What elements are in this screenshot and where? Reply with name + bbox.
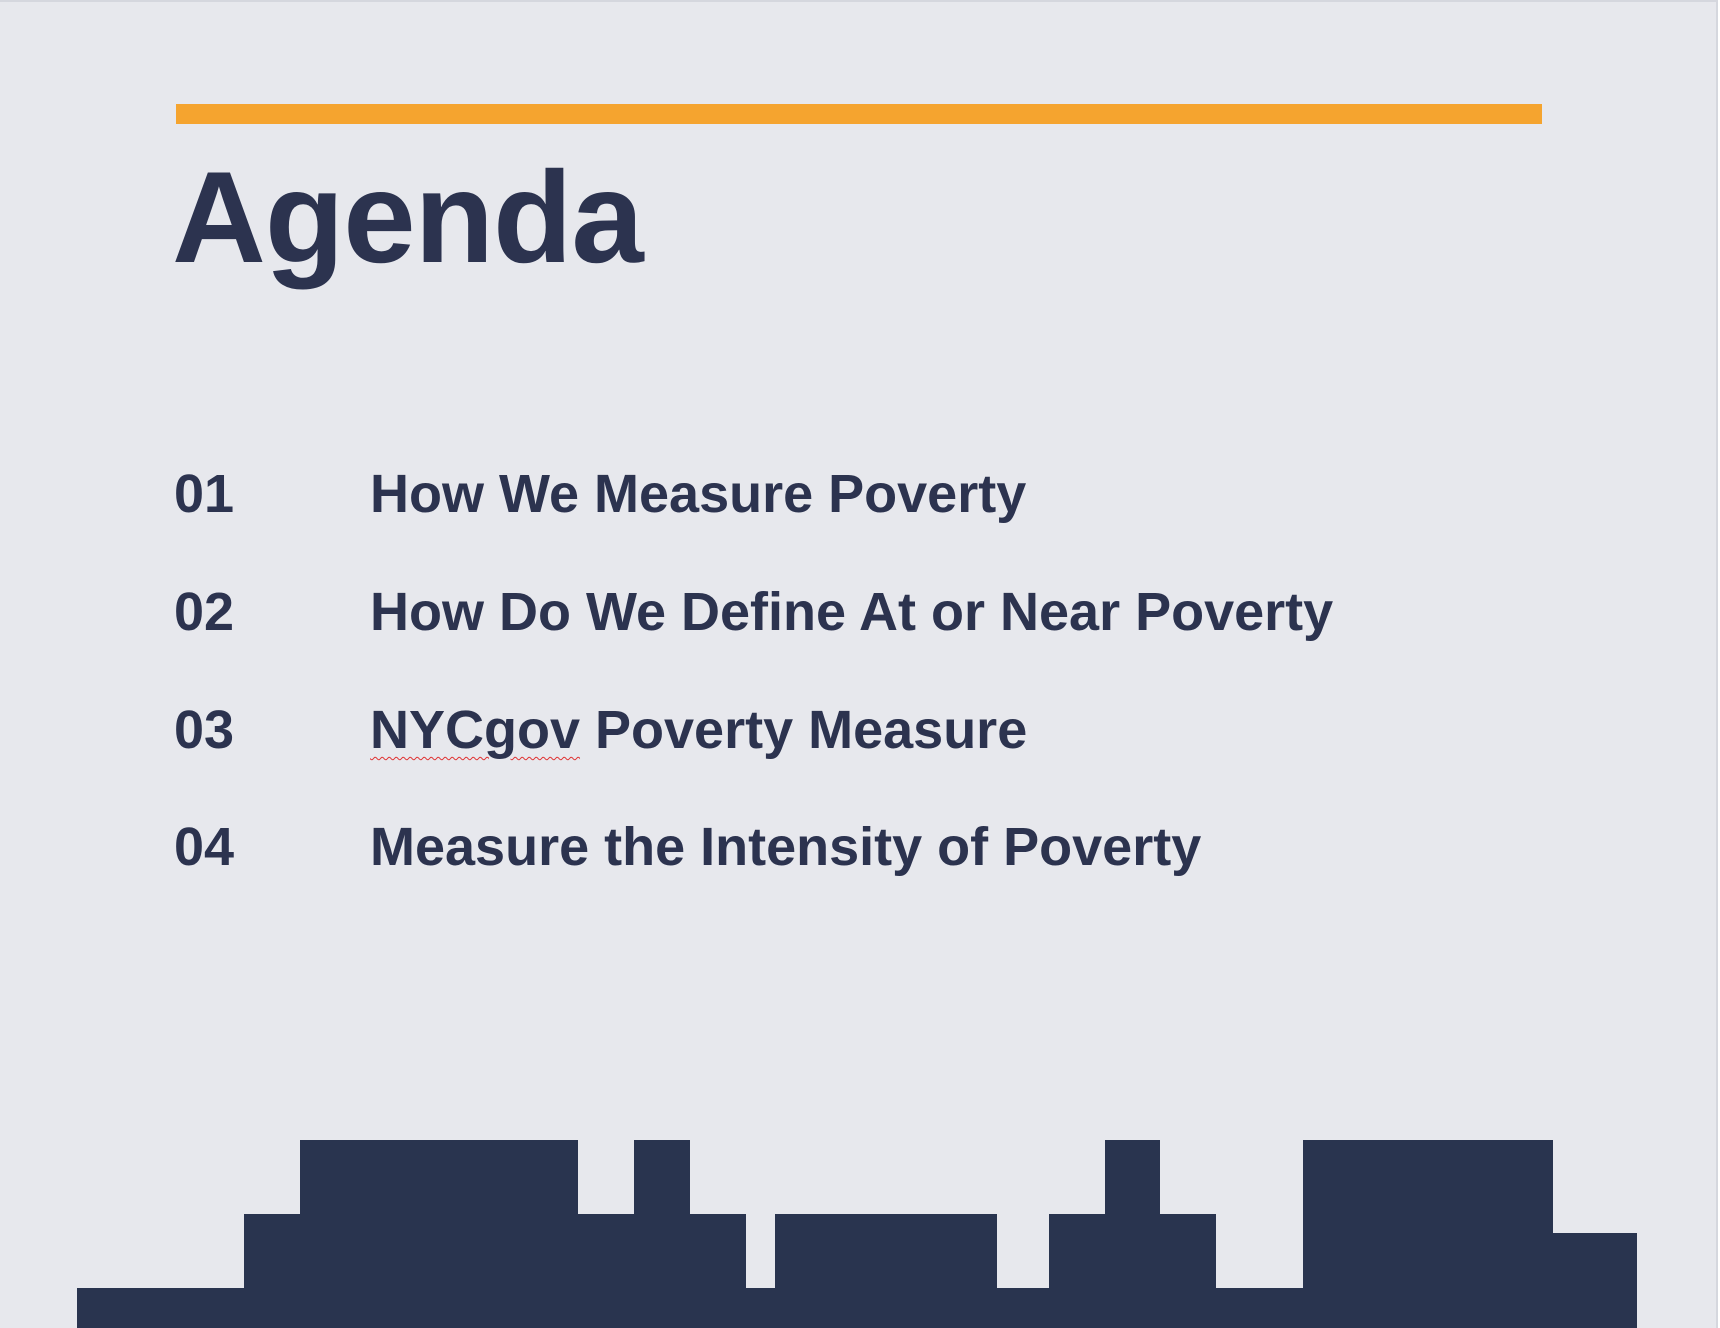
agenda-item-04: 04 Measure the Intensity of Poverty (0, 812, 1716, 882)
agenda-item-number: 02 (174, 582, 235, 642)
agenda-item-label: How We Measure Poverty (370, 464, 1027, 524)
agenda-item-label: How Do We Define At or Near Poverty (370, 582, 1334, 642)
agenda-item-02: 02 How Do We Define At or Near Poverty (0, 577, 1716, 647)
spellcheck-flagged-word: NYCgov (370, 700, 581, 760)
agenda-item-01: 01 How We Measure Poverty (0, 459, 1716, 529)
slide-title: Agenda (172, 144, 644, 290)
agenda-item-label: Measure the Intensity of Poverty (370, 817, 1202, 877)
agenda-item-number: 04 (174, 817, 235, 877)
agenda-item-label-rest: Poverty Measure (580, 700, 1028, 760)
agenda-item-label: NYCgov Poverty Measure (370, 695, 1027, 765)
accent-bar (176, 104, 1542, 124)
agenda-item-number: 01 (174, 464, 235, 524)
agenda-item-03: 03 NYCgov Poverty Measure (0, 695, 1716, 765)
agenda-item-number: 03 (174, 700, 235, 760)
